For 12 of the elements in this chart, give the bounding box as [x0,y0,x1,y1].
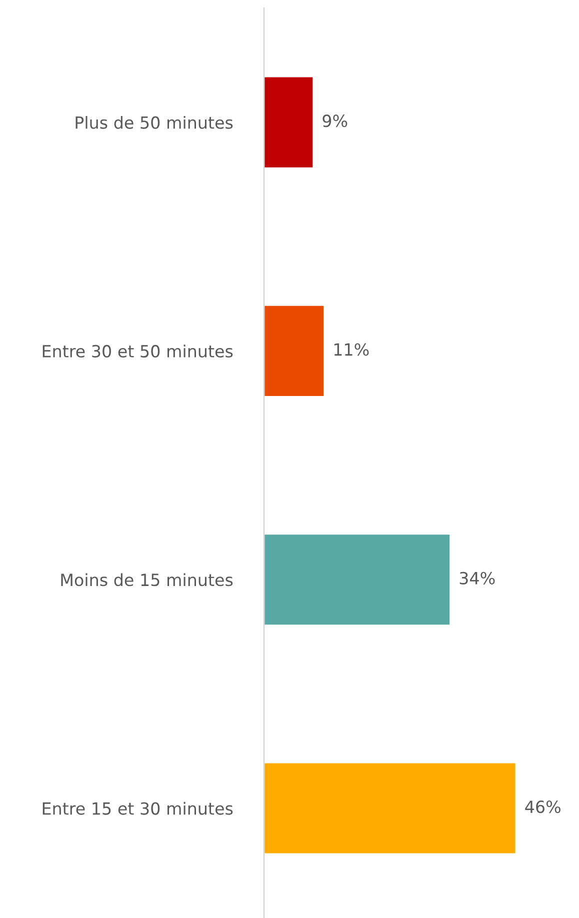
y-tick-label: Entre 15 et 30 minutes [42,802,233,815]
y-tick-label: Entre 30 et 50 minutes [42,344,233,358]
bar [264,304,325,398]
data-label: 11% [334,343,369,356]
bar [264,762,517,855]
data-label: 34% [460,572,495,584]
bar [264,533,451,626]
bar [264,76,314,169]
y-tick-label: Plus de 50 minutes [76,116,233,129]
data-label: 9% [322,114,348,128]
data-label: 46% [525,800,560,814]
y-tick-label: Moins de 15 minutes [61,573,233,586]
